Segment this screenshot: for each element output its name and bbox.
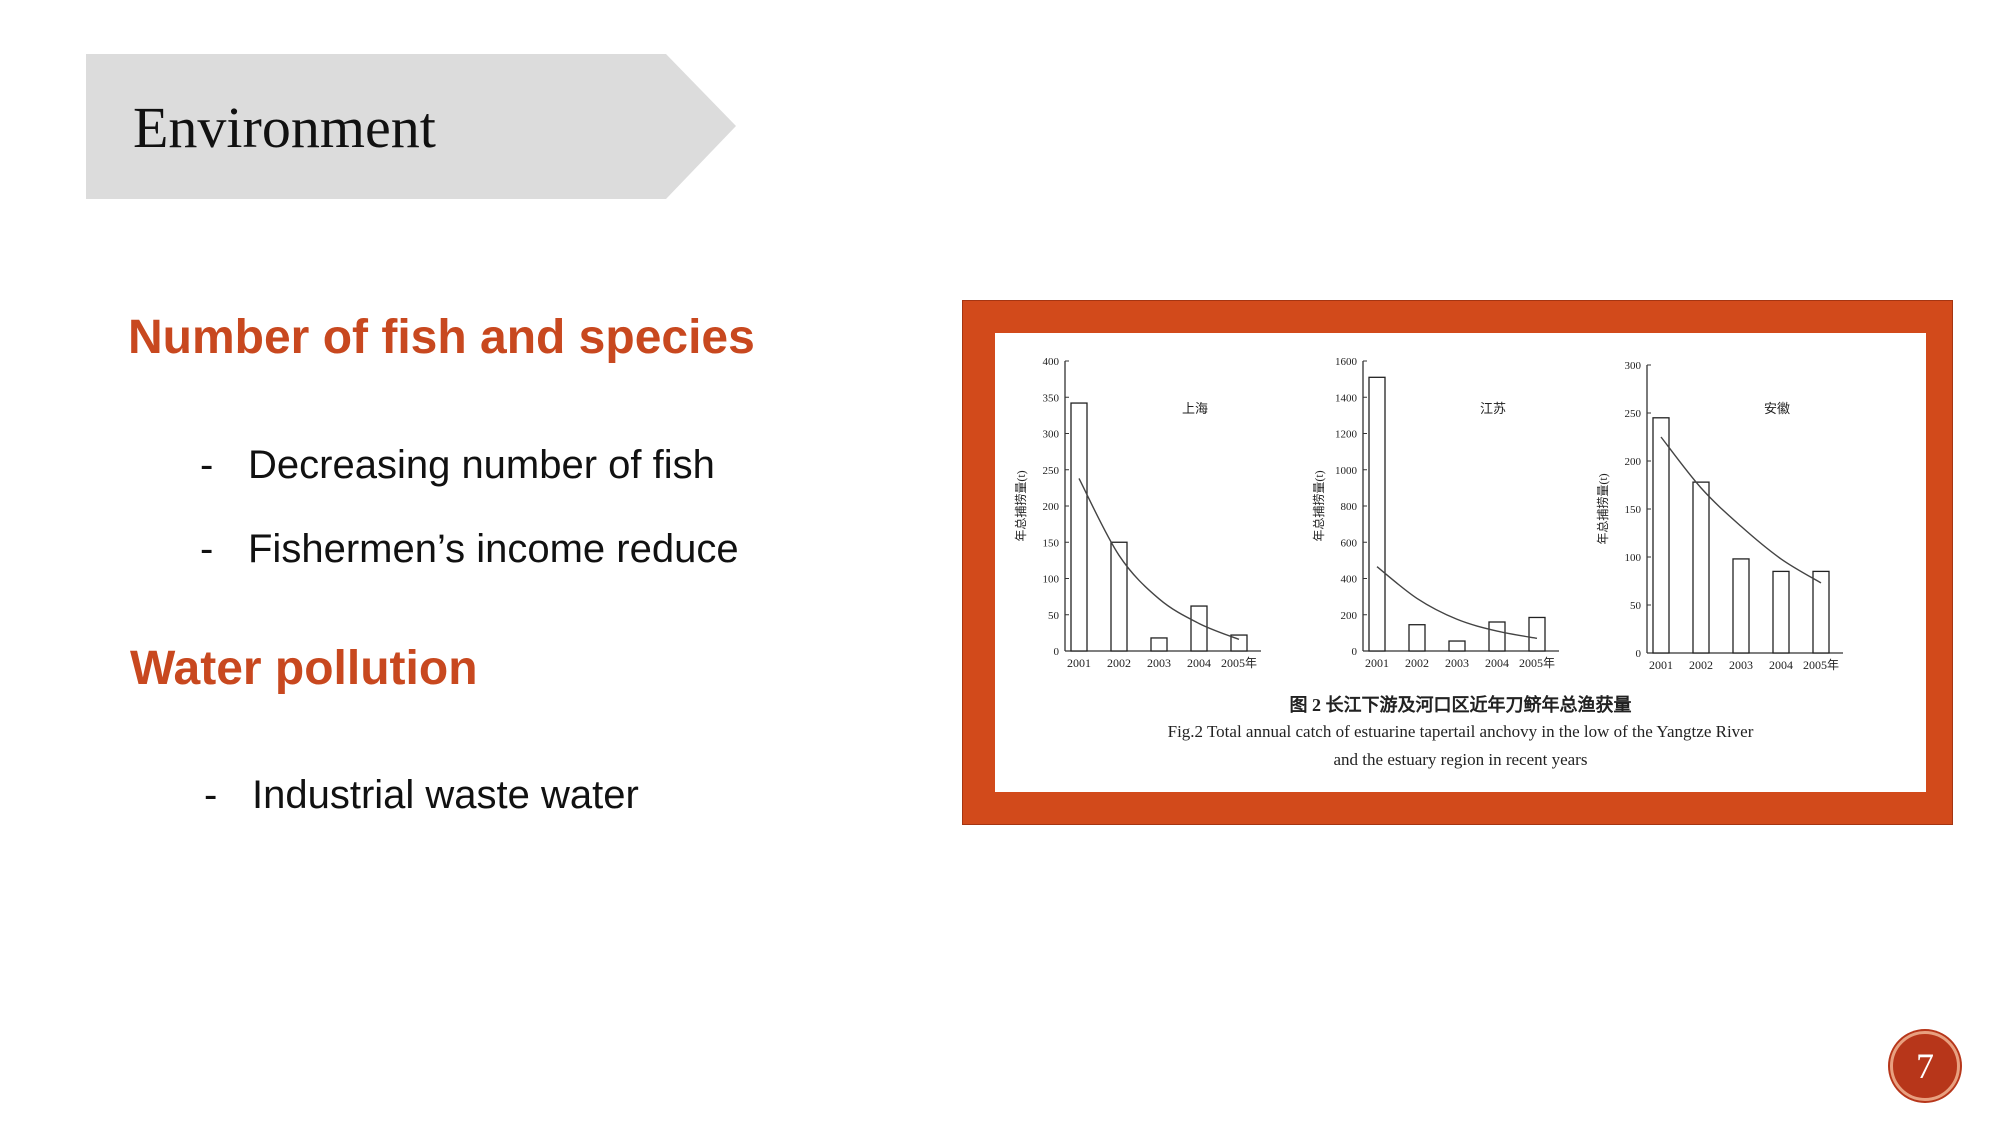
x-tick-label: 2002 (1405, 656, 1429, 670)
x-tick-label: 2005年 (1519, 656, 1555, 670)
x-tick-label: 2001 (1365, 656, 1389, 670)
chart-bar (1110, 541, 1128, 652)
x-tick-label: 2005年 (1803, 658, 1839, 672)
x-tick-label: 2003 (1445, 656, 1469, 670)
banner-shape (86, 54, 736, 199)
chart-bar (1488, 621, 1506, 652)
y-tick-label: 200 (1625, 456, 1642, 468)
y-axis-label: 年总捕捞量(t) (1013, 470, 1028, 541)
bullet-dash: - (200, 443, 214, 487)
y-axis-label: 年总捕捞量(t) (1595, 473, 1610, 544)
y-tick-label: 150 (1043, 537, 1060, 549)
chart-bar (1528, 616, 1546, 652)
slide-title: Environment (133, 95, 436, 160)
x-tick-label: 2001 (1067, 656, 1091, 670)
title-banner: Environment (86, 54, 736, 199)
section-heading-pollution: Water pollution (130, 642, 478, 695)
y-tick-label: 350 (1043, 392, 1060, 404)
y-tick-label: 400 (1341, 574, 1358, 586)
x-tick-label: 2005年 (1221, 656, 1257, 670)
y-tick-label: 0 (1352, 646, 1358, 658)
y-tick-label: 1200 (1335, 429, 1358, 441)
panel-title: 上海 (1182, 401, 1208, 416)
y-tick-label: 1000 (1335, 465, 1358, 477)
x-tick-label: 2002 (1107, 656, 1131, 670)
chart-bar (1692, 481, 1710, 654)
y-tick-label: 0 (1636, 648, 1642, 660)
bullet-item: - Fishermen’s income reduce (200, 527, 739, 572)
section-heading-fish: Number of fish and species (128, 311, 755, 364)
chart-bar (1448, 640, 1466, 652)
chart-bar (1070, 402, 1088, 652)
page-number-badge: 7 (1890, 1031, 1960, 1101)
x-tick-label: 2002 (1689, 658, 1713, 672)
panel-title: 安徽 (1764, 401, 1790, 416)
y-tick-label: 0 (1054, 646, 1060, 658)
panel-title: 江苏 (1480, 401, 1506, 416)
y-tick-label: 1600 (1335, 356, 1358, 368)
chart-bar (1732, 558, 1750, 654)
y-tick-label: 50 (1630, 600, 1642, 612)
bullet-dash: - (204, 773, 218, 817)
y-tick-label: 100 (1625, 552, 1642, 564)
y-tick-label: 200 (1043, 501, 1060, 513)
chart-bar (1652, 417, 1670, 654)
y-tick-label: 250 (1625, 408, 1642, 420)
x-tick-label: 2004 (1485, 656, 1509, 670)
x-tick-label: 2003 (1729, 658, 1753, 672)
y-tick-label: 600 (1341, 537, 1358, 549)
trend-line (1078, 478, 1240, 641)
figure-caption-cn: 图 2 长江下游及河口区近年刀鲚年总渔获量 (1289, 695, 1632, 715)
trend-line (1376, 566, 1538, 640)
y-tick-label: 50 (1048, 610, 1060, 622)
y-tick-label: 1400 (1335, 392, 1358, 404)
y-tick-label: 150 (1625, 504, 1642, 516)
figure-frame: 0 50 100 150 200 250 300 350 400 2001 2002 2003 2004… (962, 300, 1953, 825)
chart-bar (1230, 634, 1248, 652)
y-tick-label: 300 (1625, 360, 1642, 372)
x-tick-label: 2004 (1187, 656, 1211, 670)
chart-bar (1150, 637, 1168, 652)
x-tick-label: 2004 (1769, 658, 1793, 672)
y-tick-label: 250 (1043, 465, 1060, 477)
bullet-text: Decreasing number of fish (248, 443, 715, 487)
y-tick-label: 100 (1043, 574, 1060, 586)
chart-bar (1190, 605, 1208, 652)
figure-caption-en-line2: and the estuary region in recent years (1333, 750, 1588, 769)
x-tick-label: 2003 (1147, 656, 1171, 670)
bullet-item: - Industrial waste water (204, 773, 639, 818)
chart-bar (1812, 570, 1830, 654)
bullet-dash: - (200, 527, 214, 571)
chart-bar (1368, 376, 1386, 652)
y-tick-label: 800 (1341, 501, 1358, 513)
y-tick-label: 200 (1341, 610, 1358, 622)
chart-bar (1408, 624, 1426, 652)
bullet-item: - Decreasing number of fish (200, 443, 715, 488)
figure-image: 0 50 100 150 200 250 300 350 400 2001 2002 2003 2004… (995, 333, 1926, 792)
bullet-text: Industrial waste water (252, 773, 639, 817)
y-axis-label: 年总捕捞量(t) (1311, 470, 1326, 541)
y-tick-label: 300 (1043, 429, 1060, 441)
y-tick-label: 400 (1043, 356, 1060, 368)
trend-line (1660, 436, 1822, 584)
x-tick-label: 2001 (1649, 658, 1673, 672)
bullet-text: Fishermen’s income reduce (248, 527, 739, 571)
figure-caption-en-line1: Fig.2 Total annual catch of estuarine ta… (1167, 722, 1754, 741)
chart-bar (1772, 570, 1790, 654)
